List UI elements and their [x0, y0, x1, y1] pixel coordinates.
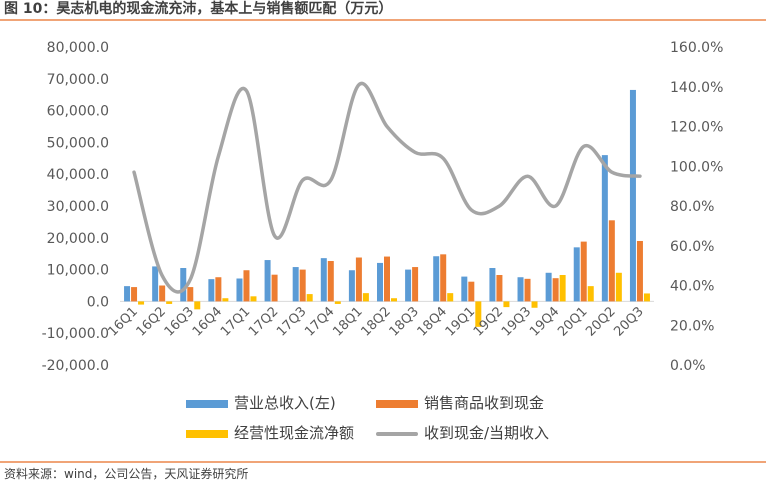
- right-axis-tick-label: 20.0%: [670, 318, 714, 334]
- bar-operating-cashflow: [306, 294, 313, 302]
- bar-operating-cashflow: [447, 293, 454, 302]
- right-axis-tick-label: 60.0%: [670, 239, 714, 255]
- bar-operating-cashflow: [391, 298, 397, 302]
- bar-sales-cash: [552, 278, 559, 302]
- right-axis-tick-label: 100.0%: [670, 159, 723, 175]
- bar-sales-cash: [412, 267, 419, 302]
- bar-operating-cashflow: [587, 286, 594, 302]
- x-axis-tick-label: 20Q3: [611, 304, 646, 339]
- right-axis-tick-label: 0.0%: [670, 358, 706, 374]
- x-axis-tick-label: 19Q4: [527, 304, 562, 339]
- right-axis-tick-label: 160.0%: [670, 40, 723, 56]
- x-axis-tick-label: 19Q3: [499, 304, 534, 339]
- left-axis-tick-label: 0.0: [87, 294, 109, 310]
- footer-divider: [0, 461, 766, 463]
- bar-sales-cash: [355, 257, 362, 302]
- bar-revenue: [236, 278, 243, 302]
- bar-sales-cash: [608, 220, 615, 302]
- bar-revenue: [629, 89, 636, 302]
- left-axis-tick-label: 70,000.0: [47, 72, 109, 88]
- x-axis-tick-label: 20Q2: [583, 304, 618, 339]
- source-note: 资料来源：wind，公司公告，天风证券研究所: [4, 467, 249, 481]
- x-axis-tick-label: 17Q3: [274, 304, 309, 339]
- right-axis-tick-label: 80.0%: [670, 199, 714, 215]
- bar-sales-cash: [468, 281, 475, 302]
- x-axis-tick-label: 18Q1: [330, 304, 365, 339]
- right-axis-tick-label: 120.0%: [670, 120, 723, 136]
- bar-operating-cashflow: [222, 298, 229, 302]
- bar-revenue: [320, 258, 327, 302]
- bar-revenue: [601, 155, 608, 302]
- left-axis-tick-label: 30,000.0: [47, 199, 109, 215]
- x-axis-tick-label: 16Q2: [134, 304, 169, 339]
- bar-revenue: [489, 268, 496, 302]
- x-axis-tick-label: 16Q1: [105, 304, 140, 339]
- x-axis-tick-label: 17Q4: [302, 304, 337, 339]
- chart-title: 图 10：昊志机电的现金流充沛，基本上与销售额匹配（万元）: [4, 1, 393, 17]
- bar-sales-cash: [384, 256, 390, 302]
- bar-sales-cash: [243, 270, 250, 302]
- bar-sales-cash: [215, 277, 222, 302]
- bar-operating-cashflow: [362, 293, 369, 302]
- bar-revenue: [292, 267, 299, 302]
- bar-operating-cashflow: [334, 301, 341, 304]
- bar-revenue: [433, 256, 440, 302]
- bar-sales-cash: [271, 274, 278, 302]
- bar-revenue: [573, 247, 580, 302]
- line-cash-ratio: [132, 81, 642, 294]
- bar-operating-cashflow: [166, 301, 173, 304]
- bar-operating-cashflow: [250, 296, 257, 302]
- x-axis-tick-label: 18Q3: [387, 304, 422, 339]
- left-axis-tick-label: -10,000.0: [42, 326, 109, 342]
- bar-sales-cash: [636, 240, 643, 302]
- x-axis-tick-label: 20Q1: [555, 304, 590, 339]
- left-axis-tick-label: 50,000.0: [47, 135, 109, 151]
- bar-operating-cashflow: [559, 275, 566, 302]
- bar-sales-cash: [187, 287, 194, 302]
- bar-sales-cash: [524, 278, 531, 302]
- bar-sales-cash: [440, 254, 447, 302]
- left-axis-tick-label: 80,000.0: [47, 40, 109, 56]
- bar-revenue: [545, 272, 552, 302]
- bar-revenue: [124, 286, 131, 302]
- bar-sales-cash: [299, 269, 306, 302]
- bar-revenue: [461, 276, 468, 302]
- right-axis-tick-label: 40.0%: [670, 279, 714, 295]
- left-axis-tick-label: -20,000.0: [42, 358, 109, 374]
- x-axis-tick-label: 17Q1: [218, 304, 253, 339]
- left-axis-tick-label: 20,000.0: [47, 231, 109, 247]
- bar-operating-cashflow: [643, 293, 650, 302]
- bar-sales-cash: [131, 287, 138, 302]
- bar-sales-cash: [496, 275, 503, 302]
- bar-revenue: [405, 269, 412, 302]
- x-axis-tick-label: 18Q4: [415, 304, 450, 339]
- bar-revenue: [348, 270, 355, 302]
- bar-operating-cashflow: [531, 301, 538, 308]
- bar-revenue: [377, 262, 383, 302]
- bar-operating-cashflow: [194, 301, 201, 310]
- bar-revenue: [517, 277, 524, 302]
- x-axis-tick-label: 19Q1: [443, 304, 478, 339]
- bar-operating-cashflow: [503, 301, 510, 308]
- bar-operating-cashflow: [475, 301, 482, 327]
- x-axis-tick-label: 16Q4: [190, 304, 225, 339]
- bar-sales-cash: [327, 261, 334, 302]
- bar-operating-cashflow: [138, 301, 145, 305]
- title-divider: [0, 19, 766, 21]
- x-axis-tick-label: 17Q2: [246, 304, 281, 339]
- left-axis-tick-label: 40,000.0: [47, 167, 109, 183]
- bar-sales-cash: [159, 285, 166, 302]
- x-axis-tick-label: 16Q3: [162, 304, 197, 339]
- bar-revenue: [264, 260, 271, 302]
- bar-revenue: [152, 266, 159, 302]
- bar-sales-cash: [580, 241, 587, 302]
- left-axis-tick-label: 60,000.0: [47, 104, 109, 120]
- bar-revenue: [180, 268, 187, 302]
- bar-operating-cashflow: [615, 272, 622, 302]
- left-axis-tick-label: 10,000.0: [47, 263, 109, 279]
- bar-revenue: [208, 279, 215, 302]
- x-axis-tick-label: 18Q2: [358, 304, 393, 339]
- right-axis-tick-label: 140.0%: [670, 80, 723, 96]
